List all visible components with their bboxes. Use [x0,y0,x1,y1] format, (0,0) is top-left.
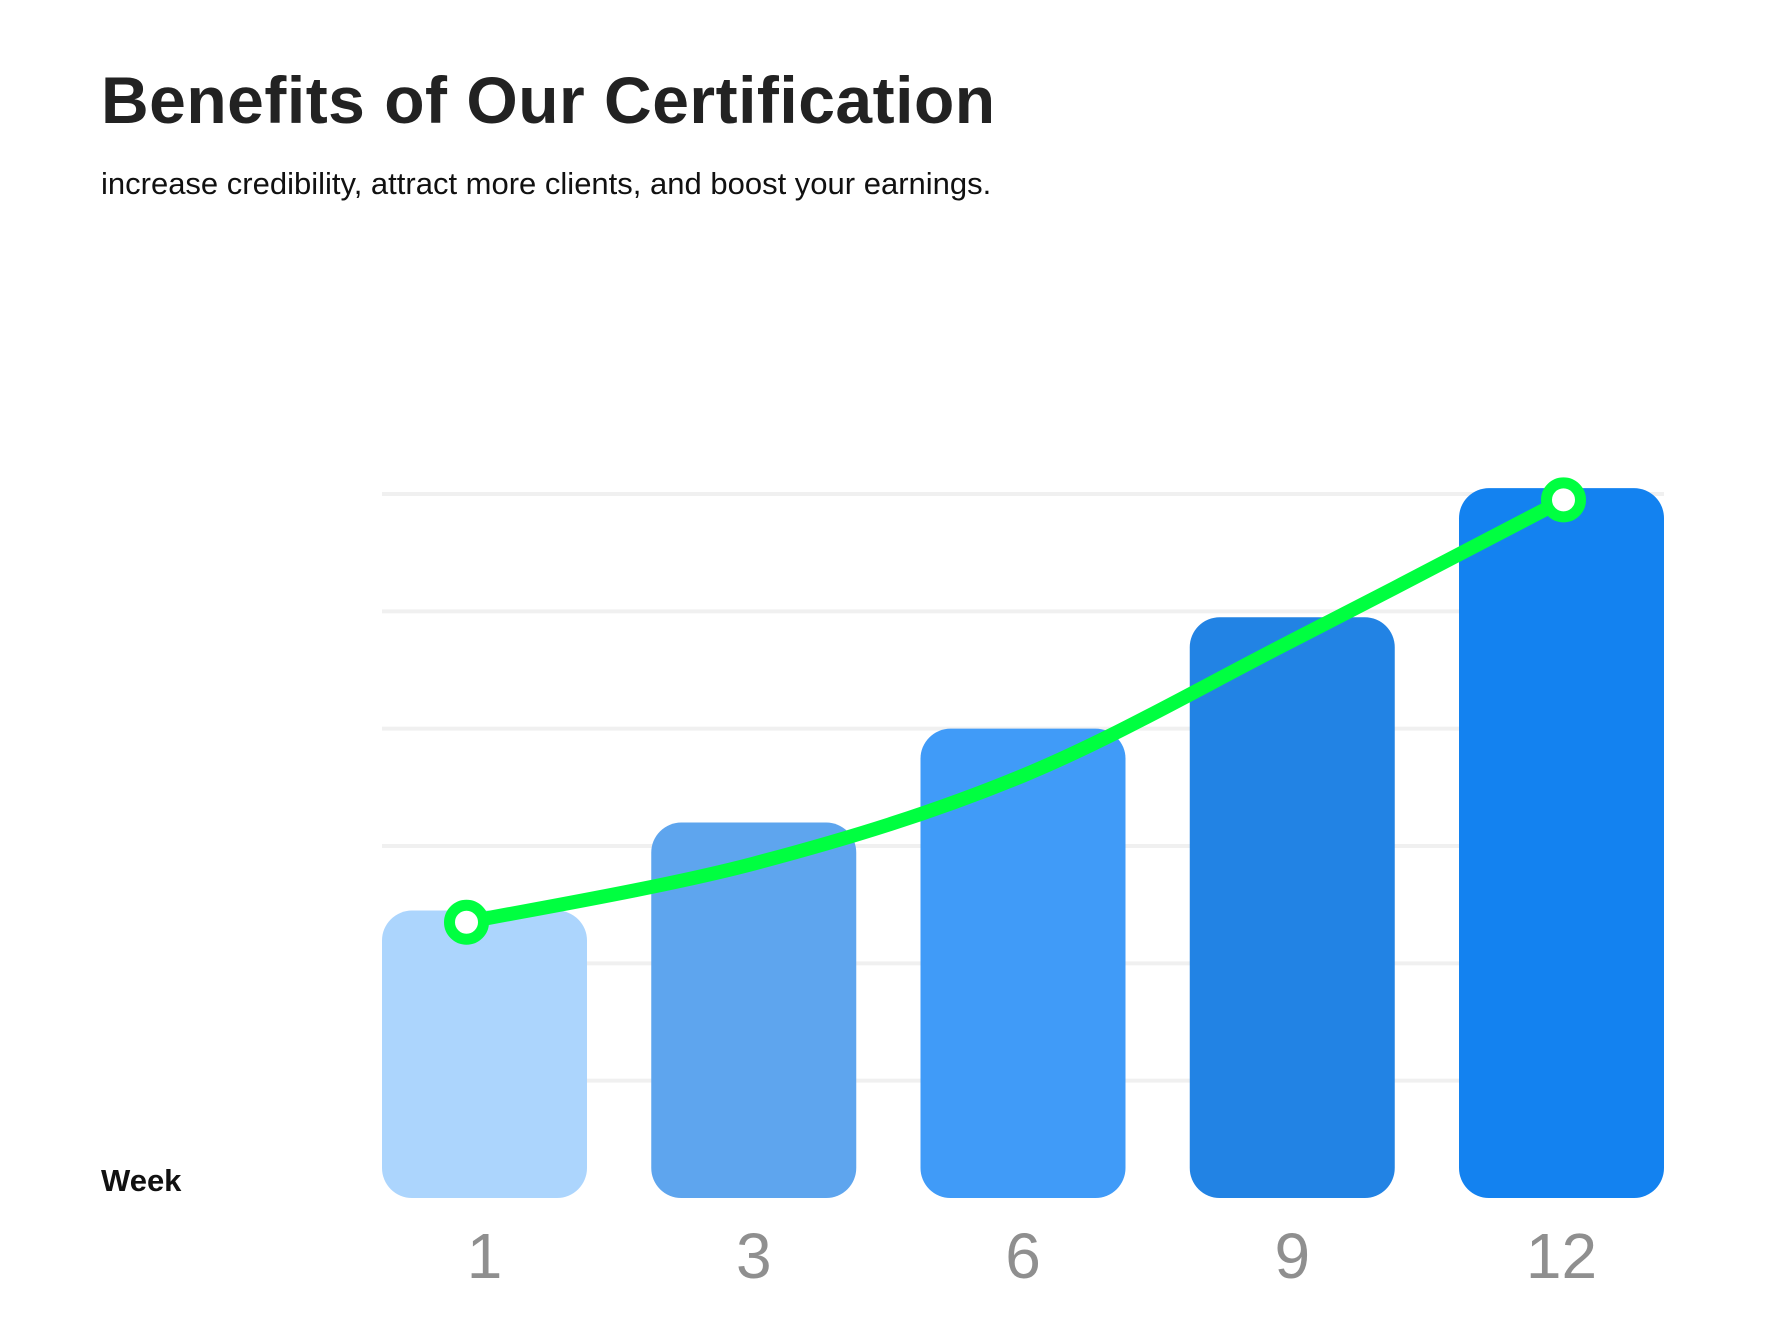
trend-line-group [444,477,1586,945]
bar-week-12 [1459,488,1664,1199]
x-tick-label: 1 [467,1220,503,1292]
bar-week-9 [1189,617,1395,1198]
bar-week-1 [382,910,587,1198]
x-tick-labels: 1 3 6 9 12 [467,1220,1597,1292]
bars [382,488,1664,1199]
x-tick-label: 3 [736,1220,772,1292]
bar-week-3 [651,822,857,1198]
chart-subtitle: increase credibility, attract more clien… [101,166,992,201]
x-tick-label: 6 [1005,1220,1041,1292]
trend-line [459,492,1571,930]
x-axis-label: Week [101,1163,182,1198]
trend-marker [1541,477,1586,523]
x-tick-label: 12 [1526,1220,1597,1292]
bar-week-6 [920,728,1126,1198]
chart-title: Benefits of Our Certification [101,63,996,137]
trend-marker [444,899,489,945]
x-tick-label: 9 [1274,1220,1310,1292]
